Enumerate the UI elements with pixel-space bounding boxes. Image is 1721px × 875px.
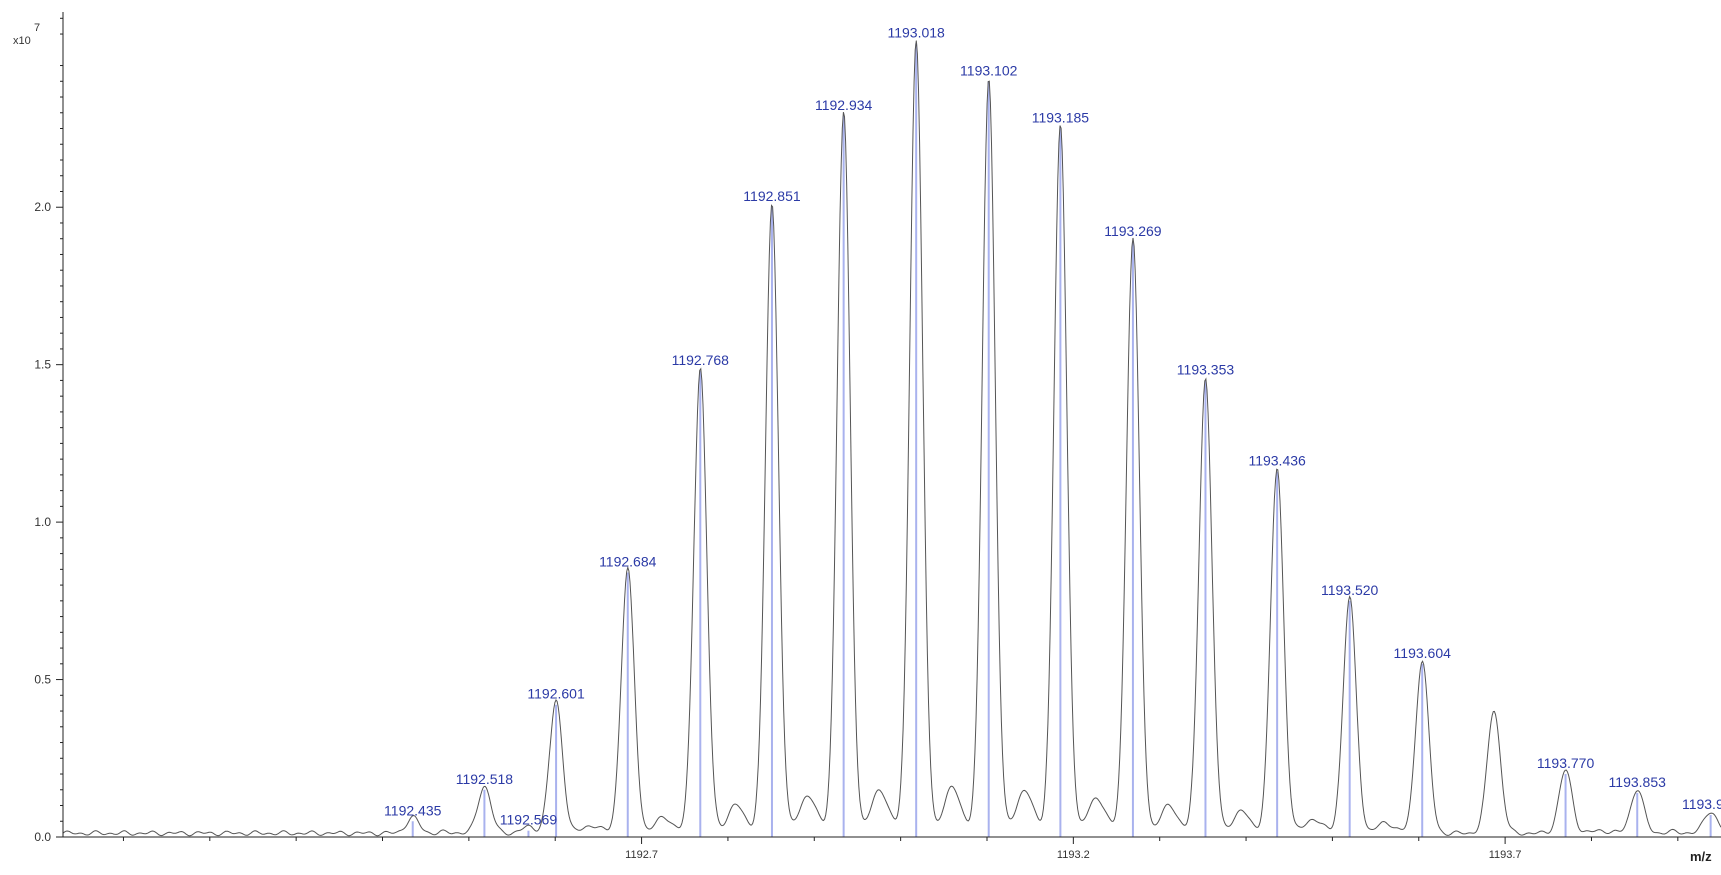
peak-label: 1192.569 <box>500 812 558 828</box>
x-tick-label: 1193.2 <box>1057 849 1090 861</box>
peak-label: 1192.518 <box>456 771 514 787</box>
peak-label: 1193.018 <box>887 24 945 40</box>
peak-label: 1192.601 <box>527 686 585 702</box>
peak-label: 1193.102 <box>960 62 1018 78</box>
y-tick-label: 2.0 <box>34 200 51 214</box>
peak-label: 1193.353 <box>1177 361 1235 377</box>
peak-label: 1193.604 <box>1394 645 1452 661</box>
profile-trace <box>62 40 1721 837</box>
peak-label: 1193.185 <box>1032 110 1090 126</box>
y-tick-label: 0.5 <box>34 673 51 687</box>
x-tick-label: 1192.7 <box>625 849 658 861</box>
peak-label: 1193.770 <box>1537 755 1595 771</box>
y-ticks: 0.0 0.5 1.0 1.5 2.0 <box>34 17 63 844</box>
peak-label: 1193.938 <box>1682 796 1721 812</box>
peak-label: 1193.853 <box>1609 774 1667 790</box>
peak-label: 1192.435 <box>384 802 442 818</box>
axes: x10 7 m/z <box>13 12 1721 864</box>
peak-label: 1192.768 <box>672 352 730 368</box>
peak-label: 1193.520 <box>1321 582 1379 598</box>
y-exponent-label: x10 <box>13 35 31 47</box>
peak-label: 1192.684 <box>599 553 657 569</box>
peak-labels: 1192.435 1192.518 1192.569 1192.601 1192.684… <box>384 24 1721 827</box>
x-ticks: 1192.7 1193.2 1193.7 <box>122 837 1679 861</box>
centroid-sticks <box>411 43 1712 837</box>
peak-label: 1193.269 <box>1104 223 1162 239</box>
x-axis-label: m/z <box>1690 849 1712 864</box>
peak-label: 1192.851 <box>743 188 801 204</box>
x-tick-label: 1193.7 <box>1489 849 1522 861</box>
peak-label: 1193.436 <box>1248 453 1306 469</box>
peak-label: 1192.934 <box>815 97 873 113</box>
y-exponent-power: 7 <box>34 22 40 34</box>
y-tick-label: 1.5 <box>34 358 51 372</box>
y-tick-label: 1.0 <box>34 515 51 529</box>
y-tick-label: 0.0 <box>34 830 51 844</box>
